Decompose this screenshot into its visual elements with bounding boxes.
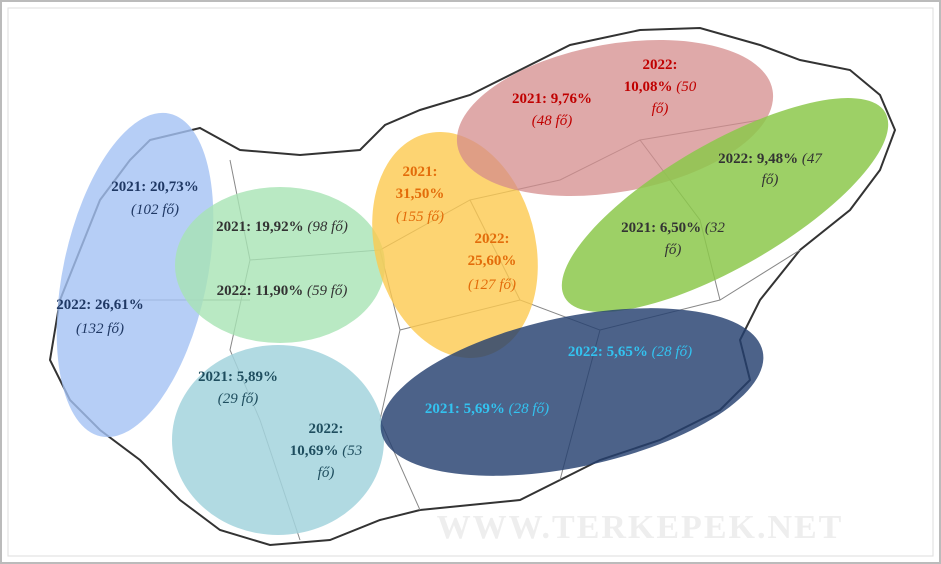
region-label: 2021: 20,73% <box>111 179 199 195</box>
label-count: (29 fő) <box>218 391 258 407</box>
region-label: fő) <box>652 101 669 117</box>
label-value: 31,50% <box>396 186 445 202</box>
region-label: fő) <box>762 172 779 188</box>
label-count: fő) <box>318 465 335 481</box>
region-label: 2022: <box>643 57 678 73</box>
region-label: 2021: 19,92% (98 fő) <box>216 219 348 235</box>
region-label: (155 fő) <box>396 209 444 225</box>
label-value: 2022: 9,48% <box>718 151 798 167</box>
label-value: 25,60% <box>468 253 517 269</box>
label-value: 2021: 5,69% <box>425 401 505 417</box>
label-value: 2021: 5,89% <box>198 369 278 385</box>
label-count: fő) <box>652 101 669 117</box>
label-count: (132 fő) <box>76 321 124 337</box>
label-count: (127 fő) <box>468 277 516 293</box>
region-ellipse <box>56 112 214 438</box>
label-count: fő) <box>762 172 779 188</box>
label-count: (28 fő) <box>505 401 549 417</box>
label-value: 2021: <box>403 164 438 180</box>
label-count: (28 fő) <box>648 344 692 360</box>
region-ellipse <box>561 98 889 312</box>
label-value: 2022: 11,90% <box>217 283 304 299</box>
region-label: 2022: <box>309 421 344 437</box>
label-value: 2022: 5,65% <box>568 344 648 360</box>
label-count: (53 <box>339 443 363 459</box>
region-label: 2021: 6,50% (32 <box>621 220 725 236</box>
label-count: (47 <box>798 151 823 167</box>
label-count: fő) <box>665 242 682 258</box>
region-ellipse <box>372 132 538 358</box>
region-label: fő) <box>665 242 682 258</box>
label-value: 2021: 9,76% <box>512 91 592 107</box>
region-label: 2021: <box>403 164 438 180</box>
label-value: 2022: <box>309 421 344 437</box>
region-label: (29 fő) <box>218 391 258 407</box>
label-value: 2022: <box>475 231 510 247</box>
label-count: (48 fő) <box>532 113 572 129</box>
region-ellipse <box>175 187 385 343</box>
label-value: 2021: 19,92% <box>216 219 304 235</box>
region-label: 25,60% <box>468 253 517 269</box>
region-label: 2022: 11,90% (59 fő) <box>217 283 348 299</box>
label-value: 10,69% <box>290 443 339 459</box>
region-label: fő) <box>318 465 335 481</box>
label-value: 2022: <box>643 57 678 73</box>
label-value: 2022: 26,61% <box>56 297 144 313</box>
region-label: 2021: 5,69% (28 fő) <box>425 401 549 417</box>
label-count: (59 fő) <box>303 283 347 299</box>
region-ellipse <box>172 345 384 535</box>
label-value: 2021: 6,50% <box>621 220 701 236</box>
region-label: 2022: <box>475 231 510 247</box>
region-label: 2022: 26,61% <box>56 297 144 313</box>
inner-frame <box>7 7 934 557</box>
region-label: 2022: 5,65% (28 fő) <box>568 344 692 360</box>
region-label: 2021: 9,76% <box>512 91 592 107</box>
label-count: (98 fő) <box>304 219 348 235</box>
region-label: (132 fő) <box>76 321 124 337</box>
label-count: (155 fő) <box>396 209 444 225</box>
label-value: 2021: 20,73% <box>111 179 199 195</box>
regions: 2021: 20,73% (102 fő) 2022: 26,61% (132 fő)… <box>56 40 889 535</box>
region-label: 10,08% (50 <box>624 79 697 95</box>
region-label: (48 fő) <box>532 113 572 129</box>
label-count: (50 <box>673 79 697 95</box>
region-ellipse <box>380 308 764 476</box>
region-label: 31,50% <box>396 186 445 202</box>
region-label: 2022: 9,48% (47 <box>718 151 823 167</box>
label-count: (102 fő) <box>131 202 179 218</box>
region-label: 2021: 5,89% <box>198 369 278 385</box>
label-value: 10,08% <box>624 79 673 95</box>
region-label: (102 fő) <box>131 202 179 218</box>
label-count: (32 <box>701 220 725 236</box>
watermark: WWW.TERKEPEK.NET <box>437 509 844 546</box>
region-label: 10,69% (53 <box>290 443 363 459</box>
region-label: (127 fő) <box>468 277 516 293</box>
